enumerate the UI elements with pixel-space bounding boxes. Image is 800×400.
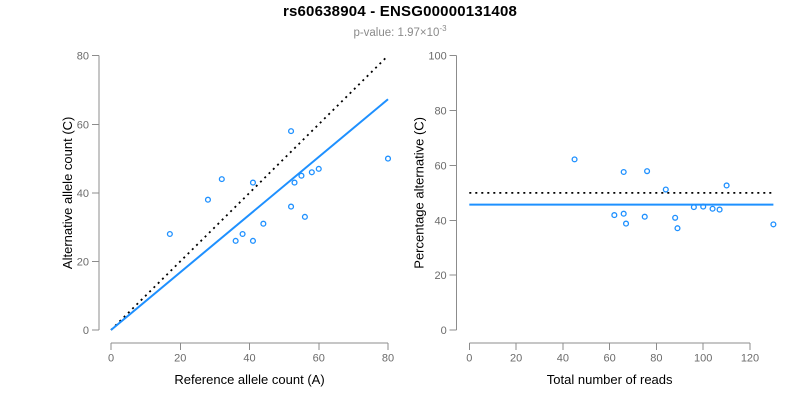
data-point — [301, 213, 308, 220]
x-axis-title: Reference allele count (A) — [174, 372, 324, 387]
x-tick-label: 100 — [694, 353, 712, 365]
x-tick-label: 0 — [108, 353, 114, 365]
x-axis-title: Total number of reads — [547, 372, 673, 387]
y-tick-label: 40 — [434, 215, 446, 227]
y-tick-label: 80 — [434, 106, 446, 118]
x-tick-label: 60 — [313, 353, 325, 365]
data-point — [232, 237, 239, 244]
data-point — [287, 203, 295, 210]
data-point — [611, 212, 618, 219]
figure-subtitle: p-value: 1.97×10-3 — [0, 24, 800, 39]
y-tick-label: 80 — [77, 51, 89, 63]
data-point — [239, 230, 246, 238]
p-value-exponent: -3 — [439, 24, 447, 33]
p-value-label: p-value: — [353, 26, 398, 39]
p-value-base: 1.97×10 — [397, 26, 440, 39]
y-tick-label: 60 — [77, 119, 89, 131]
fit-line — [110, 98, 389, 331]
data-point — [620, 168, 627, 176]
y-tick-label: 40 — [77, 188, 89, 200]
y-axis-title: Percentage alternative (C) — [412, 117, 427, 269]
data-point — [218, 176, 225, 183]
x-tick-label: 60 — [604, 353, 616, 365]
data-point — [249, 179, 257, 186]
data-point — [723, 182, 730, 189]
y-tick-label: 20 — [77, 256, 89, 268]
data-point — [674, 225, 681, 232]
allele-count-scatter: 0 20 40 60 80 0 20 40 60 80 Reference allele count… — [60, 51, 394, 387]
data-point — [716, 206, 723, 213]
data-point — [249, 237, 257, 244]
x-tick-label: 80 — [382, 353, 394, 365]
data-point — [166, 230, 173, 238]
data-point — [298, 172, 305, 179]
percentage-vs-reads-scatter: 0 20 40 60 80 100 120 0 20 40 60 80 100 Total number … — [412, 51, 777, 387]
y-axis-title: Alternative allele count (C) — [60, 117, 75, 269]
x-tick-label: 20 — [510, 353, 522, 365]
data-point — [620, 210, 627, 217]
y-tick-label: 0 — [441, 325, 447, 337]
data-point — [571, 156, 578, 163]
data-point — [672, 214, 679, 221]
data-point — [709, 205, 716, 212]
data-point — [287, 128, 295, 135]
x-tick-label: 0 — [466, 353, 472, 365]
y-tick-label: 0 — [83, 325, 89, 337]
data-point — [622, 220, 630, 227]
data-point — [308, 169, 315, 176]
y-tick-label: 20 — [434, 270, 446, 282]
x-tick-label: 40 — [243, 353, 255, 365]
data-point — [260, 220, 267, 227]
data-point — [315, 165, 322, 172]
identity-line — [110, 55, 389, 331]
data-point — [384, 155, 392, 162]
figure-title: rs60638904 - ENSG00000131408 — [282, 3, 518, 20]
data-point — [770, 221, 777, 228]
data-point — [291, 179, 298, 186]
data-point — [641, 213, 648, 220]
x-tick-label: 120 — [741, 353, 759, 365]
x-tick-label: 40 — [557, 353, 569, 365]
y-tick-label: 60 — [434, 160, 446, 172]
x-tick-label: 20 — [174, 353, 186, 365]
y-tick-label: 100 — [428, 51, 446, 63]
data-point — [644, 168, 651, 175]
x-tick-label: 80 — [650, 353, 662, 365]
data-point — [204, 196, 212, 203]
data-point — [662, 186, 669, 193]
